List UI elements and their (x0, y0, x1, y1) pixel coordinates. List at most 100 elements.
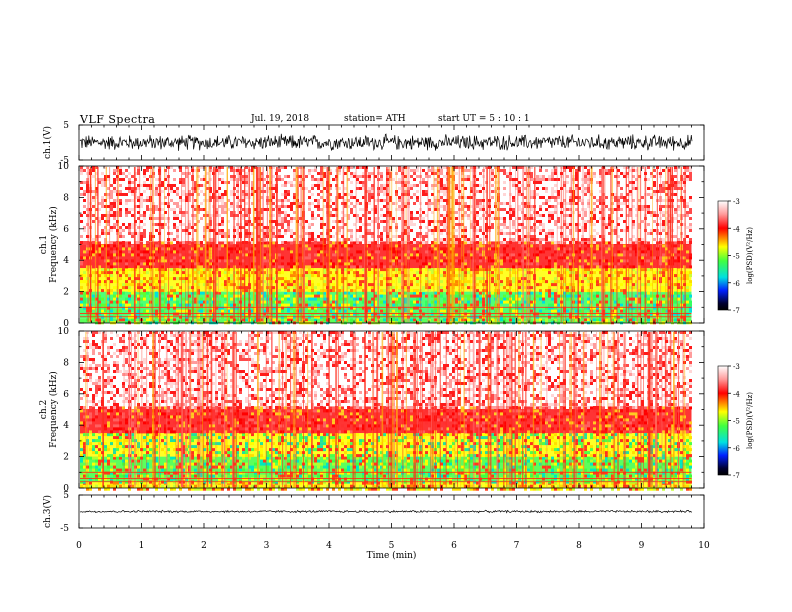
spectrogram-cell (443, 309, 446, 313)
spectrogram-cell (551, 205, 554, 208)
spectrogram-cell (122, 300, 125, 304)
spectrogram-cell (455, 169, 458, 172)
spectrogram-cell (515, 265, 518, 269)
spectrogram-cell (173, 306, 176, 310)
spectrogram-cell (230, 184, 233, 187)
spectrogram-cell (155, 300, 158, 304)
spectrogram-cell (380, 172, 383, 175)
spectrogram-cell (143, 262, 146, 266)
spectrogram-cell (374, 312, 377, 316)
spectrogram-cell (419, 309, 422, 313)
spectrogram-cell (350, 205, 353, 208)
spectrogram-cell (608, 241, 611, 245)
spectrogram-cell (95, 283, 98, 287)
spectrogram-cell (242, 297, 245, 301)
spectrogram-cell (506, 175, 509, 178)
spectrogram-cell (350, 289, 353, 293)
spectrogram-cell (641, 166, 644, 169)
spectrogram-cell (431, 250, 434, 254)
spectrogram-cell (200, 268, 203, 272)
spectrogram-cell (524, 169, 527, 172)
spectrogram-cell (317, 247, 320, 251)
spectrogram-cell (431, 283, 434, 287)
spectrogram-cell (227, 268, 230, 272)
spectrogram-cell (86, 172, 89, 175)
spectrogram-cell (428, 175, 431, 178)
spectrogram-cell (101, 303, 104, 307)
spectrogram-cell (176, 250, 179, 254)
spectrogram-cell (80, 166, 83, 169)
spectrogram-cell (230, 241, 233, 245)
spectrogram-cell (587, 169, 590, 172)
spectrogram-cell (125, 280, 128, 284)
spectrogram-cell (185, 309, 188, 313)
spectrogram-cell (161, 199, 164, 202)
spectrogram-cell (383, 256, 386, 260)
spectrogram-cell (380, 294, 383, 298)
spectrogram-cell (188, 303, 191, 307)
spectrogram-cell (80, 253, 83, 257)
spectrogram-cell (110, 271, 113, 275)
spectrogram-cell (80, 277, 83, 281)
spectrogram-cell (101, 202, 104, 205)
spectrogram-cell (512, 265, 515, 269)
spectrogram-cell (551, 169, 554, 172)
spectrogram-cell (596, 199, 599, 202)
spectrogram-cell (482, 253, 485, 257)
spectrogram-cell (584, 193, 587, 196)
spectrogram-cell (329, 294, 332, 298)
spectrogram-cell (443, 312, 446, 316)
spectrogram-cell (440, 196, 443, 199)
spectrogram-cell (308, 247, 311, 251)
spectrogram-cell (653, 280, 656, 284)
spectrogram-cell (383, 277, 386, 281)
spectrogram-cell (407, 286, 410, 290)
spectrogram-cell (647, 297, 650, 301)
spectrogram-cell (314, 303, 317, 307)
spectrogram-cell (347, 286, 350, 290)
spectrogram-cell (119, 253, 122, 257)
spectrogram-cell (626, 262, 629, 266)
spectrogram-cell (518, 277, 521, 281)
spectrogram-cell (350, 318, 353, 322)
spectrogram-cell (407, 309, 410, 313)
spectrogram-cell (242, 306, 245, 310)
spectrogram-cell (410, 268, 413, 272)
spectrogram-cell (653, 294, 656, 298)
spectrogram-cell (320, 166, 323, 169)
spectrogram-cell (596, 190, 599, 193)
spectrogram-cell (281, 309, 284, 313)
spectrogram-cell (425, 303, 428, 307)
spectrogram-cell (161, 202, 164, 205)
spectrogram-cell (350, 166, 353, 169)
spectrogram-cell (584, 166, 587, 169)
spectrogram-cell (221, 256, 224, 260)
spectrogram-cell (170, 190, 173, 193)
spectrogram-cell (677, 265, 680, 269)
spectrogram-cell (512, 268, 515, 272)
spectrogram-cell (347, 268, 350, 272)
spectrogram-cell (380, 283, 383, 287)
spectrogram-cell (482, 289, 485, 293)
spectrogram-cell (161, 286, 164, 290)
spectrogram-cell (221, 193, 224, 196)
spectrogram-cell (674, 300, 677, 304)
spectrogram-cell (593, 271, 596, 275)
spectrogram-cell (329, 253, 332, 257)
spectrogram-cell (428, 202, 431, 205)
spectrogram-cell (101, 247, 104, 251)
spectrogram-cell (659, 280, 662, 284)
spectrogram-cell (461, 297, 464, 301)
spectrogram-cell (380, 190, 383, 193)
spectrogram-cell (413, 312, 416, 316)
spectrogram-cell (173, 202, 176, 205)
spectrogram-cell (419, 265, 422, 269)
spectrogram-cell (461, 280, 464, 284)
spectrogram-cell (305, 294, 308, 298)
spectrogram-cell (416, 199, 419, 202)
spectrogram-cell (179, 303, 182, 307)
spectrogram-cell (311, 291, 314, 295)
spectrogram-cell (290, 303, 293, 307)
spectrogram-cell (575, 268, 578, 272)
